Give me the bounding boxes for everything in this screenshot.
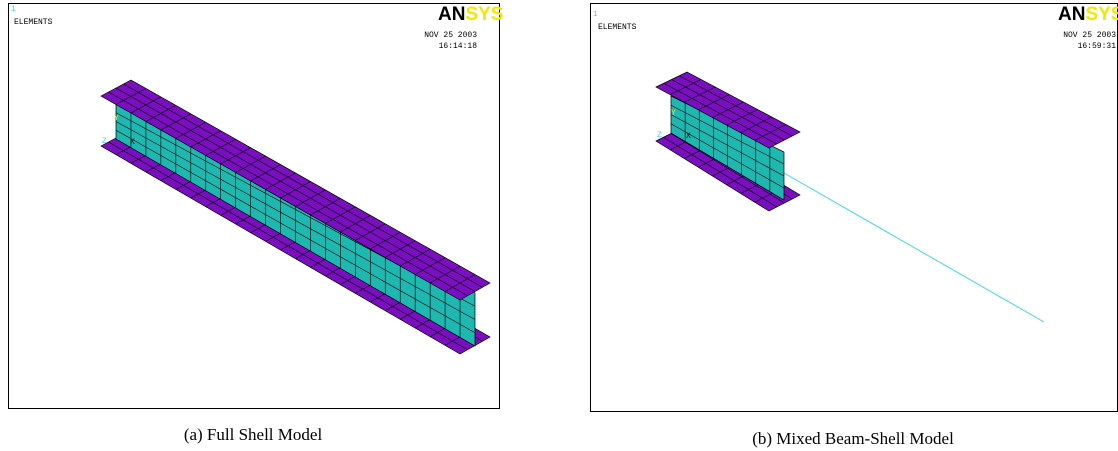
date: NOV 25 2003: [424, 31, 477, 40]
caption: (b) Mixed Beam-Shell Model: [752, 429, 954, 448]
logo-left: AN: [438, 4, 465, 25]
figure: 1 ELEMENTS ANSYS NOV 25 2003 16:14:18 Y …: [0, 0, 1118, 451]
window-number: 1: [11, 5, 16, 14]
label: ELEMENTS: [14, 18, 53, 27]
time: 16:14:18: [439, 42, 478, 51]
logo: ANSYS: [438, 4, 503, 25]
date: NOV 25 2003: [1063, 31, 1116, 40]
logo: ANSYS: [1058, 4, 1118, 25]
axis-label: Y: [671, 109, 676, 118]
axis-label: Z: [657, 131, 662, 140]
time: 16:59:31: [1078, 42, 1117, 51]
axis-label: X: [686, 132, 691, 141]
logo-right: SYS: [1085, 4, 1118, 25]
axis-label: Y: [114, 114, 119, 123]
label: ELEMENTS: [598, 23, 637, 32]
axis-label: X: [130, 138, 135, 147]
logo-right: SYS: [465, 4, 503, 25]
logo-left: AN: [1058, 4, 1085, 25]
panel-b-frame: [591, 4, 1118, 412]
caption: (a) Full Shell Model: [184, 425, 323, 444]
window-number: 1: [593, 10, 598, 19]
page: 1 ELEMENTS ANSYS NOV 25 2003 16:14:18 Y …: [0, 0, 1118, 451]
axis-label: Z: [102, 137, 107, 146]
